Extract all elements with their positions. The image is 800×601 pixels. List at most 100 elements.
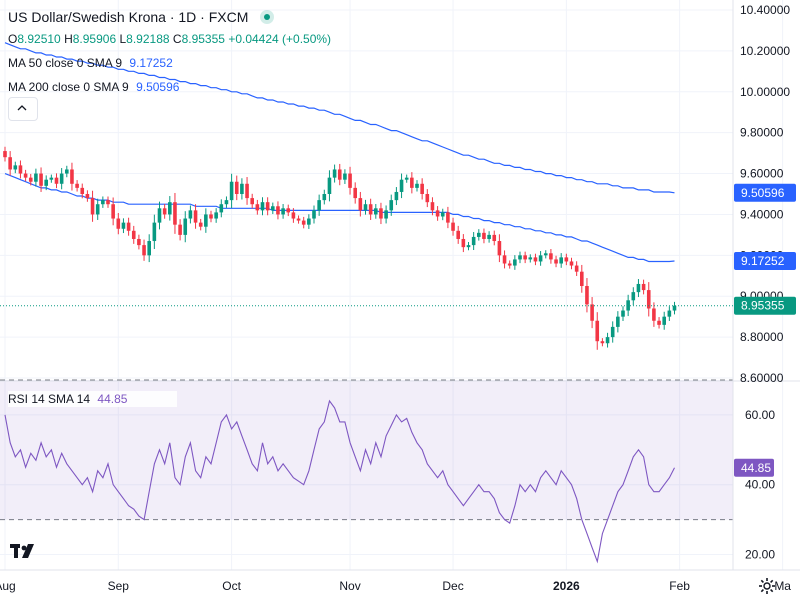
candle-body <box>234 181 239 194</box>
candle <box>49 174 54 183</box>
price-axis-label: 9.40000 <box>740 207 784 221</box>
time-axis-label: Feb <box>669 579 690 593</box>
time-axis-label: Oct <box>222 579 241 593</box>
candle-body <box>111 204 115 219</box>
candle <box>657 317 661 329</box>
live-dot-icon <box>260 10 275 24</box>
ma200-label[interactable]: MA 200 close 0 SMA 9 <box>8 80 129 94</box>
rsi-axis[interactable]: 60.00 40.00 20.00 44.85 <box>734 408 775 562</box>
candle <box>590 297 594 329</box>
candle <box>193 204 198 229</box>
candle <box>34 168 38 187</box>
candle-body <box>631 292 636 301</box>
candle <box>451 217 455 236</box>
candle-body <box>616 316 620 327</box>
candle <box>260 197 265 216</box>
candle-body <box>157 208 162 223</box>
tradingview-logo-shape <box>10 544 34 558</box>
settings-gear-icon[interactable] <box>757 576 777 596</box>
candle-body <box>152 222 157 242</box>
candle-body <box>296 218 301 221</box>
price-axis[interactable]: 10.40000 10.20000 10.00000 9.80000 9.60000 9.… <box>734 3 796 385</box>
candle <box>646 282 651 317</box>
candle-body <box>80 187 85 194</box>
rsi-label[interactable]: RSI 14 SMA 14 <box>8 392 91 406</box>
candle-body <box>13 165 18 170</box>
candle <box>420 178 424 200</box>
candle-body <box>502 255 507 264</box>
candle <box>353 182 357 204</box>
candle <box>497 234 502 263</box>
legend-collapse-button[interactable] <box>8 97 38 121</box>
symbol-title[interactable]: US Dollar/Swedish Krona · 1D · FXCM <box>8 9 249 25</box>
candle-body <box>430 202 435 211</box>
candle <box>291 208 296 223</box>
candle-body <box>379 208 383 219</box>
ma50-label[interactable]: MA 50 close 0 SMA 9 <box>8 56 123 70</box>
candle-body <box>209 214 213 219</box>
candle-body <box>250 198 254 205</box>
ma50-price-badge: 9.17252 <box>734 251 796 270</box>
candle-body <box>126 222 131 231</box>
candle <box>59 168 64 190</box>
candle <box>131 225 136 244</box>
ma200-price-badge-bg <box>734 183 796 202</box>
candle <box>101 196 105 208</box>
time-axis[interactable]: Aug Sep Oct Nov Dec 2026 Feb Ma <box>0 579 791 593</box>
close-label: C <box>172 32 182 46</box>
candle <box>513 255 517 270</box>
candle <box>610 321 615 343</box>
symbol-legend[interactable]: US Dollar/Swedish Krona · 1D · FXCM <box>8 9 275 25</box>
rsi-value-badge-bg <box>734 458 774 477</box>
candle-body <box>162 208 167 215</box>
candle-body <box>75 183 79 188</box>
candle-body <box>54 177 59 184</box>
candle-body <box>528 257 533 260</box>
candle <box>245 177 249 205</box>
candle <box>265 197 270 216</box>
candle <box>379 202 383 225</box>
candle <box>234 175 239 201</box>
candle-body <box>425 194 430 203</box>
candle <box>28 173 33 186</box>
candle-body <box>260 202 265 211</box>
gear-shape <box>759 578 775 594</box>
candle <box>75 180 79 192</box>
candle-body <box>65 169 69 174</box>
candle <box>404 174 409 183</box>
candle-body <box>580 271 584 286</box>
candle-body <box>337 169 342 180</box>
candle-body <box>569 261 574 266</box>
open-label: O <box>8 32 18 46</box>
candle <box>276 201 280 220</box>
candle-body <box>657 320 661 325</box>
candle-body <box>198 222 203 227</box>
last-price-badge: 8.95355 <box>734 296 796 315</box>
ma50-line <box>4 173 675 263</box>
candle <box>147 234 151 263</box>
candle-body <box>224 200 229 205</box>
candle-body <box>641 283 646 291</box>
rsi-legend[interactable]: RSI 14 SMA 14 44.85 <box>8 391 178 407</box>
candle-body <box>420 183 424 194</box>
open-value: 8.92510 <box>17 32 61 46</box>
candle <box>528 254 533 263</box>
candle-body <box>384 210 388 219</box>
candle <box>492 230 497 246</box>
candle-body <box>131 230 136 239</box>
candle <box>173 192 177 234</box>
candle-body <box>507 263 512 266</box>
ma50-legend[interactable]: MA 50 close 0 SMA 9 9.17252 <box>8 55 173 71</box>
candle-body <box>101 200 105 205</box>
time-axis-label: Nov <box>339 579 360 593</box>
low-value: 8.92188 <box>126 32 170 46</box>
candle <box>85 190 90 202</box>
candle <box>440 208 445 221</box>
candle <box>394 187 399 206</box>
candle-body <box>533 257 538 262</box>
ma200-legend[interactable]: MA 200 close 0 SMA 9 9.50596 <box>8 79 179 95</box>
candle-body <box>590 304 594 321</box>
tradingview-logo-icon[interactable] <box>10 540 40 562</box>
rsi-line <box>4 399 675 564</box>
rsi-path <box>4 399 675 564</box>
